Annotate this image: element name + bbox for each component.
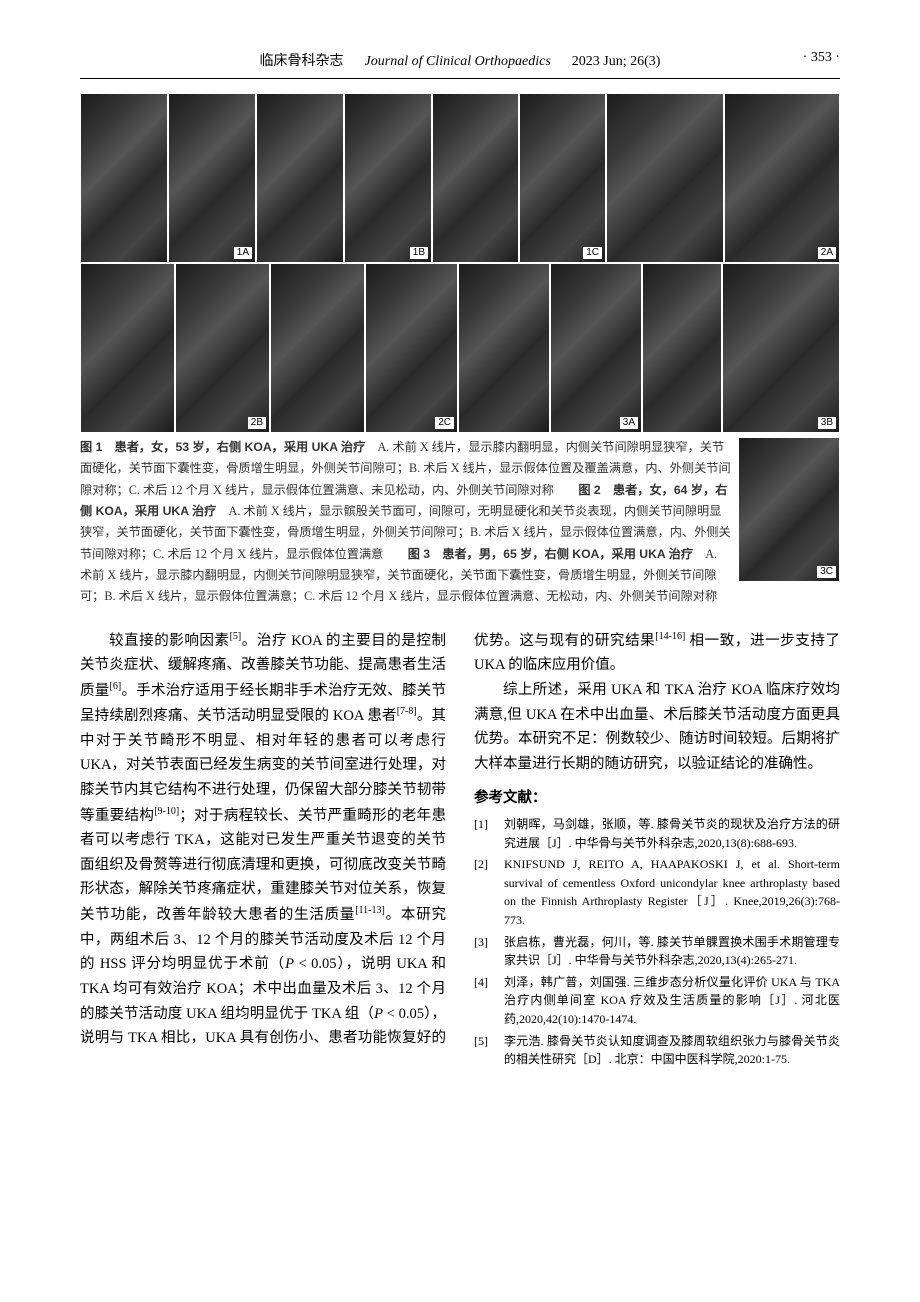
reference-text: 张启栋，曹光磊，何川，等. 膝关节单髁置换术围手术期管理专家共识［J］. 中华骨… xyxy=(504,933,840,970)
xray-image xyxy=(270,263,365,433)
xray-image: 3C xyxy=(738,437,840,582)
xray-image xyxy=(80,93,168,263)
reference-number: [3] xyxy=(474,933,504,970)
xray-label: 3C xyxy=(817,566,836,578)
figure-grid: 1A 1B 1C 2A 2B 2C 3A 3B xyxy=(80,93,840,433)
references-heading: 参考文献： xyxy=(474,786,840,811)
journal-title-en: Journal of Clinical Orthopaedics xyxy=(365,54,551,69)
reference-number: [1] xyxy=(474,815,504,852)
xray-label: 2C xyxy=(435,417,454,429)
reference-item: [1]刘朝晖，马剑雄，张顺，等. 膝骨关节炎的现状及治疗方法的研究进展［J］. … xyxy=(474,815,840,852)
page-header: 临床骨科杂志 Journal of Clinical Orthopaedics … xyxy=(80,40,840,79)
reference-text: 刘朝晖，马剑雄，张顺，等. 膝骨关节炎的现状及治疗方法的研究进展［J］. 中华骨… xyxy=(504,815,840,852)
reference-item: [3]张启栋，曹光磊，何川，等. 膝关节单髁置换术围手术期管理专家共识［J］. … xyxy=(474,933,840,970)
reference-number: [5] xyxy=(474,1032,504,1069)
xray-image: 1C xyxy=(519,93,606,263)
xray-image: 1A xyxy=(168,93,256,263)
xray-image xyxy=(458,263,550,433)
citation: [9-10] xyxy=(154,806,179,817)
citation: [6] xyxy=(110,681,122,692)
citation: [14-16] xyxy=(655,631,685,642)
figure-1-label: 图 1 患者，女，53 岁，右侧 KOA，采用 UKA 治疗 xyxy=(80,440,365,454)
reference-text: KNIFSUND J, REITO A, HAAPAKOSKI J, et al… xyxy=(504,855,840,929)
xray-label: 2B xyxy=(248,417,266,429)
xray-image: 2B xyxy=(175,263,270,433)
citation: [11-13] xyxy=(355,905,385,916)
xray-label: 1B xyxy=(410,247,428,259)
citation: [5] xyxy=(230,631,242,642)
xray-image: 3A xyxy=(550,263,642,433)
reference-item: [5]李元浩. 膝骨关节炎认知度调查及膝周软组织张力与膝骨关节炎的相关性研究［D… xyxy=(474,1032,840,1069)
xray-image xyxy=(432,93,519,263)
xray-label: 3B xyxy=(818,417,836,429)
xray-image: 3B xyxy=(722,263,840,433)
figure-3c-float: 3C xyxy=(738,437,840,582)
journal-title-cn: 临床骨科杂志 xyxy=(260,54,344,69)
figure-row-2: 2B 2C 3A 3B xyxy=(80,263,840,433)
xray-image xyxy=(256,93,344,263)
page-number: · 353 · xyxy=(803,50,840,66)
reference-text: 刘泽，韩广普，刘国强. 三维步态分析仪量化评价 UKA 与 TKA 治疗内侧单间… xyxy=(504,973,840,1029)
reference-item: [2]KNIFSUND J, REITO A, HAAPAKOSKI J, et… xyxy=(474,855,840,929)
body-columns: 较直接的影响因素[5]。治疗 KOA 的主要目的是控制关节炎症状、缓解疼痛、改善… xyxy=(80,628,840,1069)
xray-image: 1B xyxy=(344,93,432,263)
xray-image: 2C xyxy=(365,263,458,433)
reference-number: [4] xyxy=(474,973,504,1029)
xray-image xyxy=(642,263,722,433)
figure-3-label: 图 3 患者，男，65 岁，右侧 KOA，采用 UKA 治疗 xyxy=(408,547,693,561)
xray-label: 1A xyxy=(234,247,252,259)
issue-info: 2023 Jun; 26(3) xyxy=(572,54,661,69)
references-list: [1]刘朝晖，马剑雄，张顺，等. 膝骨关节炎的现状及治疗方法的研究进展［J］. … xyxy=(474,815,840,1069)
xray-label: 1C xyxy=(583,247,602,259)
caption-text: 图 1 患者，女，53 岁，右侧 KOA，采用 UKA 治疗 A. 术前 X 线… xyxy=(80,440,731,603)
figure-row-1: 1A 1B 1C 2A xyxy=(80,93,840,263)
xray-label: 2A xyxy=(818,247,836,259)
xray-image: 2A xyxy=(724,93,840,263)
reference-number: [2] xyxy=(474,855,504,929)
citation: [7-8] xyxy=(397,706,417,717)
reference-text: 李元浩. 膝骨关节炎认知度调查及膝周软组织张力与膝骨关节炎的相关性研究［D］. … xyxy=(504,1032,840,1069)
xray-image xyxy=(606,93,724,263)
xray-image xyxy=(80,263,175,433)
reference-item: [4]刘泽，韩广普，刘国强. 三维步态分析仪量化评价 UKA 与 TKA 治疗内… xyxy=(474,973,840,1029)
xray-label: 3A xyxy=(620,417,638,429)
body-paragraph-2: 综上所述，采用 UKA 和 TKA 治疗 KOA 临床疗效均满意,但 UKA 在… xyxy=(474,678,840,777)
figure-caption-block: 3C 图 1 患者，女，53 岁，右侧 KOA，采用 UKA 治疗 A. 术前 … xyxy=(80,437,840,608)
